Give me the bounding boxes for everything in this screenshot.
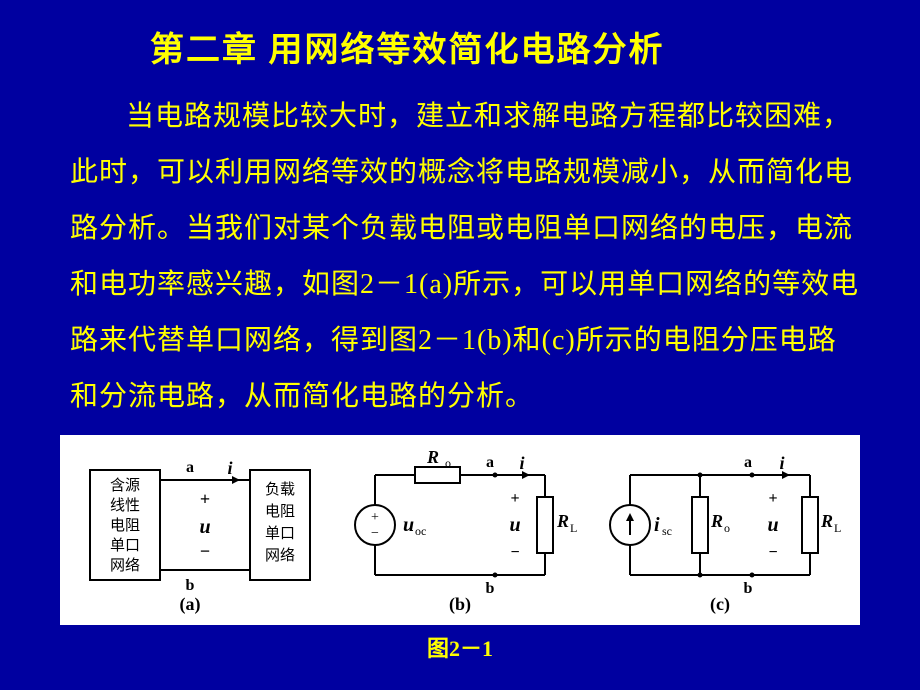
svg-text:−: − (768, 544, 777, 561)
svg-text:−: − (371, 526, 379, 541)
svg-text:电阻: 电阻 (265, 503, 295, 520)
svg-text:i: i (654, 514, 660, 536)
svg-text:(b): (b) (449, 594, 471, 615)
svg-text:L: L (570, 521, 577, 535)
svg-text:sc: sc (662, 524, 672, 538)
svg-text:i: i (779, 453, 784, 473)
svg-text:o: o (724, 521, 730, 535)
svg-text:−: − (200, 541, 210, 561)
svg-text:+: + (510, 490, 519, 507)
svg-text:单口: 单口 (110, 537, 140, 554)
svg-text:−: − (510, 544, 519, 561)
svg-text:含源: 含源 (110, 477, 140, 494)
svg-text:(c): (c) (710, 594, 730, 615)
svg-text:b: b (486, 580, 495, 597)
svg-text:单口: 单口 (265, 525, 295, 542)
svg-text:i: i (227, 458, 232, 478)
svg-text:u: u (199, 516, 210, 538)
main-paragraph: 当电路规模比较大时，建立和求解电路方程都比较困难，此时，可以利用网络等效的概念将… (0, 71, 920, 425)
svg-text:+: + (371, 510, 379, 525)
svg-text:a: a (744, 454, 752, 471)
svg-text:R: R (556, 511, 569, 531)
svg-text:i: i (519, 453, 524, 473)
svg-text:oc: oc (415, 524, 426, 538)
svg-text:负载: 负载 (265, 481, 295, 498)
page-title: 第二章 用网络等效简化电路分析 (0, 0, 920, 71)
svg-text:R: R (820, 511, 833, 531)
svg-text:+: + (200, 489, 210, 509)
svg-text:u: u (767, 514, 778, 536)
svg-text:网络: 网络 (265, 547, 295, 564)
svg-text:线性: 线性 (110, 497, 140, 514)
svg-text:u: u (509, 514, 520, 536)
svg-text:b: b (744, 580, 753, 597)
svg-text:L: L (834, 521, 841, 535)
paragraph-text: 当电路规模比较大时，建立和求解电路方程都比较困难，此时，可以利用网络等效的概念将… (70, 101, 859, 412)
figure-2-1: 含源线性电阻单口网络负载电阻单口网络abi+u−(a)+−RoaiRLbuoc+… (60, 435, 860, 625)
svg-text:a: a (186, 459, 194, 476)
svg-text:网络: 网络 (110, 557, 140, 574)
svg-text:电阻: 电阻 (110, 517, 140, 534)
svg-text:b: b (186, 577, 195, 594)
svg-text:a: a (486, 454, 494, 471)
svg-text:+: + (768, 490, 777, 507)
svg-text:o: o (445, 456, 451, 470)
svg-text:(a): (a) (180, 594, 201, 615)
svg-text:u: u (403, 514, 414, 536)
svg-text:R: R (426, 447, 439, 467)
svg-text:R: R (710, 511, 723, 531)
figure-caption: 图2－1 (0, 631, 920, 663)
